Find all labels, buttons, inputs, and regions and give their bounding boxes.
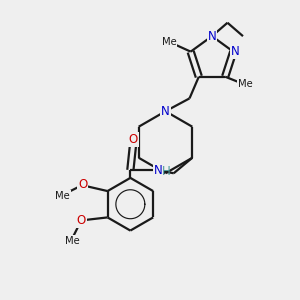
Text: N: N xyxy=(154,164,163,177)
Text: N: N xyxy=(208,30,216,43)
Text: N: N xyxy=(230,45,239,58)
Text: Me: Me xyxy=(55,191,70,201)
Text: Me: Me xyxy=(238,80,253,89)
Text: O: O xyxy=(76,214,86,227)
Text: O: O xyxy=(129,133,138,146)
Text: Me: Me xyxy=(64,236,79,246)
Text: H: H xyxy=(162,165,171,178)
Text: O: O xyxy=(78,178,87,191)
Text: N: N xyxy=(161,105,170,118)
Text: Me: Me xyxy=(162,37,176,47)
